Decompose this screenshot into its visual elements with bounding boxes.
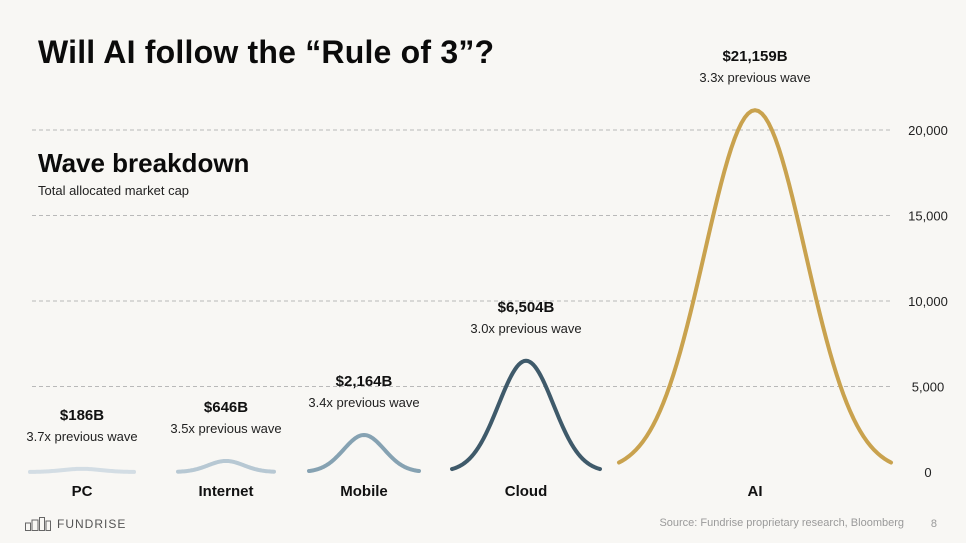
multiplier-label: 3.7x previous wave <box>26 429 137 444</box>
chart-subtitle: Total allocated market cap <box>38 183 190 198</box>
wave-curve-mobile <box>307 433 421 474</box>
x-category-label: PC <box>72 483 93 500</box>
chart-header: Wave breakdown Total allocated market ca… <box>38 148 249 198</box>
page-number: 8 <box>930 518 937 530</box>
y-tick-label: 0 <box>924 465 931 480</box>
building-icon <box>25 517 51 531</box>
multiplier-label: 3.0x previous wave <box>470 321 581 336</box>
logo-text: FUNDRISE <box>57 517 127 531</box>
y-tick-label: 10,000 <box>908 294 948 309</box>
x-category-label: Mobile <box>340 483 388 500</box>
wave-curve-internet <box>176 458 276 474</box>
x-category-label: Cloud <box>505 483 548 500</box>
wave-curve-cloud <box>450 358 602 472</box>
y-tick-label: 20,000 <box>908 123 948 138</box>
wave-curve-ai <box>617 108 893 465</box>
x-category-label: AI <box>748 483 763 500</box>
value-label: $2,164B <box>336 373 393 390</box>
chart-title: Wave breakdown <box>38 148 250 178</box>
value-label: $6,504B <box>498 299 555 316</box>
multiplier-label: 3.3x previous wave <box>699 70 810 85</box>
multiplier-label: 3.5x previous wave <box>170 421 281 436</box>
value-label: $21,159B <box>722 48 787 65</box>
value-label: $646B <box>204 399 248 416</box>
y-tick-label: 15,000 <box>908 209 948 224</box>
y-tick-label: 5,000 <box>912 380 945 395</box>
multiplier-label: 3.4x previous wave <box>308 395 419 410</box>
x-category-label: Internet <box>198 483 253 500</box>
slide-title: Will AI follow the “Rule of 3”? <box>38 34 495 70</box>
value-label: $186B <box>60 407 104 424</box>
source-note: Source: Fundrise proprietary research, B… <box>659 517 904 529</box>
wave-curve-pc <box>28 466 136 474</box>
fundrise-logo: FUNDRISE <box>25 517 126 531</box>
